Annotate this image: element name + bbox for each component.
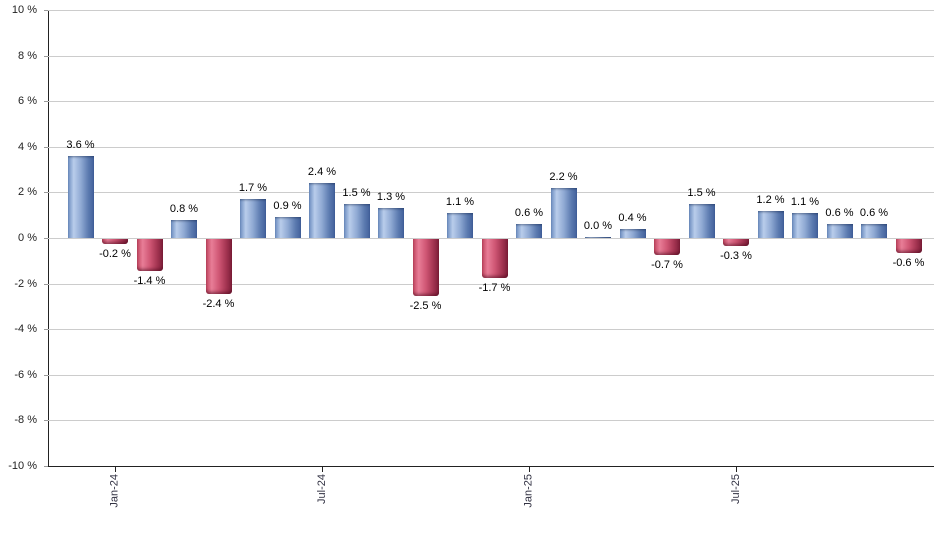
y-tick-label: 4 % <box>18 141 37 153</box>
bar <box>585 237 611 238</box>
bar-value-label: 1.1 % <box>445 196 475 208</box>
bar-value-label: 2.2 % <box>549 171 578 183</box>
bar <box>412 239 439 296</box>
bar-value-label: 3.6 % <box>66 139 95 151</box>
gridline <box>48 238 934 239</box>
bar-value-label: -0.6 % <box>892 257 925 269</box>
bar <box>861 224 887 238</box>
y-tick-label: 8 % <box>18 50 37 62</box>
gridline <box>48 101 934 102</box>
bar-value-label: 0.6 % <box>514 207 544 219</box>
bar-value-label: 1.5 % <box>342 187 371 199</box>
bar <box>102 239 128 244</box>
bar <box>343 204 370 238</box>
bar-value-label: 1.3 % <box>376 191 406 203</box>
y-tick-label: -6 % <box>14 369 37 381</box>
y-tick-mark <box>44 420 48 421</box>
gridline <box>48 329 934 330</box>
bar <box>136 239 163 271</box>
bar-value-label: 0.6 % <box>859 207 889 219</box>
bar-value-label: 1.5 % <box>687 187 716 199</box>
y-tick-mark <box>44 101 48 102</box>
y-tick-label: 10 % <box>11 4 37 16</box>
gridline <box>48 420 934 421</box>
bar <box>447 213 473 238</box>
y-tick-label: 0 % <box>18 232 37 244</box>
bar <box>654 239 680 255</box>
bar-value-label: -2.5 % <box>409 300 442 312</box>
bar-value-label: 2.4 % <box>307 166 337 178</box>
bar-value-label: 1.1 % <box>790 196 820 208</box>
bar <box>792 213 818 238</box>
bar-value-label: -2.4 % <box>202 298 235 310</box>
x-tick-mark <box>529 467 530 472</box>
y-tick-label: 2 % <box>18 186 37 198</box>
y-tick-label: -10 % <box>8 460 37 472</box>
y-tick-mark <box>44 375 48 376</box>
bar-value-label: -1.7 % <box>478 282 511 294</box>
gridline <box>48 10 934 11</box>
bar-value-label: -0.7 % <box>651 259 683 271</box>
x-tick-mark <box>322 467 323 472</box>
bar-value-label: -0.2 % <box>99 248 131 260</box>
bar <box>688 204 715 238</box>
x-tick-label: Jul-24 <box>315 474 328 504</box>
bar-value-label: 1.2 % <box>756 194 785 206</box>
bar-value-label: 0.0 % <box>583 220 613 232</box>
bar-value-label: 1.7 % <box>238 182 268 194</box>
y-tick-mark <box>44 466 48 467</box>
bar <box>309 183 335 238</box>
y-tick-mark <box>44 238 48 239</box>
bar <box>171 220 197 238</box>
bar <box>378 208 404 238</box>
y-tick-mark <box>44 56 48 57</box>
bar <box>757 211 784 238</box>
bar <box>516 224 542 238</box>
gridline <box>48 147 934 148</box>
bar-value-label: -0.3 % <box>720 250 752 262</box>
bar <box>67 156 94 238</box>
y-tick-mark <box>44 192 48 193</box>
y-tick-label: -4 % <box>14 323 37 335</box>
bar <box>826 224 853 238</box>
bar <box>619 229 646 238</box>
x-tick-label: Jan-25 <box>522 474 535 508</box>
x-tick-mark <box>115 467 116 472</box>
bar <box>723 239 749 246</box>
bar <box>550 188 577 238</box>
bar-value-label: 0.9 % <box>273 200 302 212</box>
bar-value-label: -1.4 % <box>133 275 166 287</box>
bar-value-label: 0.4 % <box>618 212 647 224</box>
y-tick-mark <box>44 147 48 148</box>
bar <box>205 239 232 294</box>
y-tick-label: 6 % <box>18 95 37 107</box>
x-tick-mark <box>736 467 737 472</box>
y-tick-mark <box>44 10 48 11</box>
y-tick-mark <box>44 284 48 285</box>
gridline <box>48 56 934 57</box>
bar <box>481 239 508 278</box>
y-tick-mark <box>44 329 48 330</box>
gridline <box>48 375 934 376</box>
y-tick-label: -8 % <box>14 414 37 426</box>
x-axis-line <box>48 466 934 467</box>
x-tick-label: Jul-25 <box>729 474 742 504</box>
bar <box>274 217 301 238</box>
gridline <box>48 192 934 193</box>
x-tick-label: Jan-24 <box>108 474 121 508</box>
bar-value-label: 0.6 % <box>825 207 854 219</box>
bar <box>240 199 266 238</box>
gridline <box>48 284 934 285</box>
y-tick-label: -2 % <box>14 278 37 290</box>
bar-value-label: 0.8 % <box>169 203 199 215</box>
bar <box>895 239 922 253</box>
